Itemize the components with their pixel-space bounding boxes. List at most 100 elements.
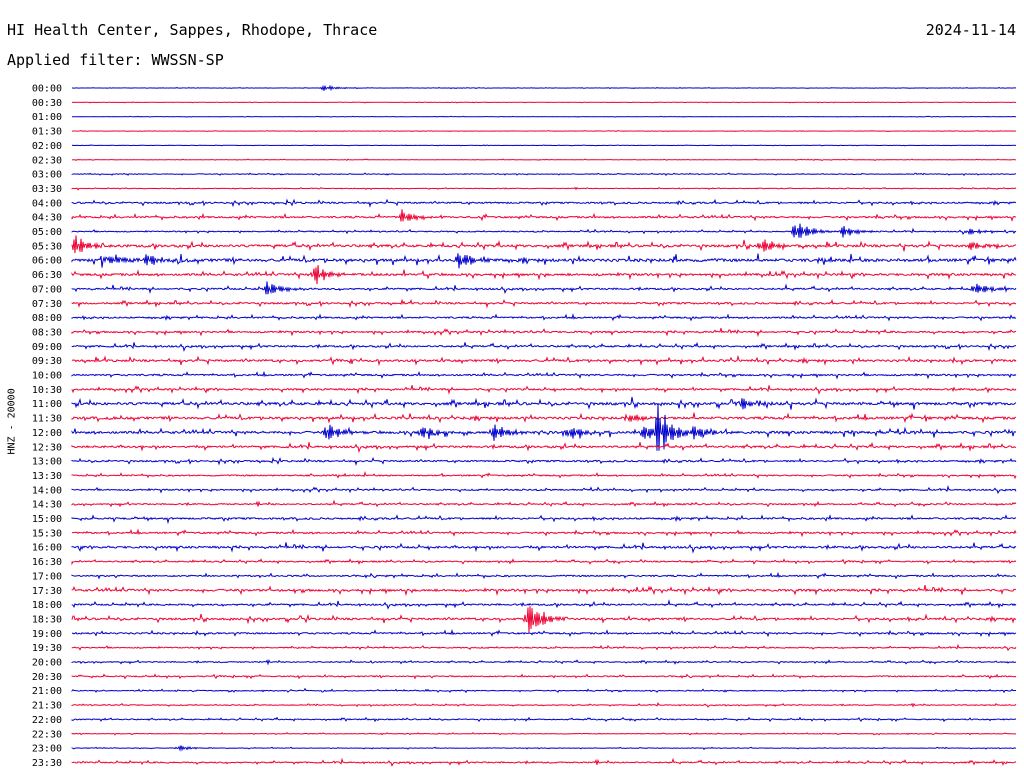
trace-row — [71, 115, 1016, 118]
time-tick-label: 17:30 — [32, 586, 62, 597]
time-tick-label: 19:30 — [32, 643, 62, 654]
time-tick-label: 21:30 — [32, 701, 62, 712]
time-tick-label: 12:00 — [32, 428, 62, 439]
trace-row — [71, 313, 1017, 322]
trace-row — [71, 441, 1017, 454]
trace-row — [71, 235, 1017, 254]
seismic-traces — [71, 84, 1017, 767]
trace-row — [71, 499, 1017, 508]
trace-row — [71, 341, 1017, 352]
time-tick-label: 22:00 — [32, 715, 62, 726]
time-tick-label: 06:30 — [32, 270, 62, 281]
time-tick-label: 11:30 — [32, 414, 62, 425]
time-tick-label: 15:00 — [32, 514, 62, 525]
time-tick-label: 07:00 — [32, 284, 62, 295]
time-tick-label: 05:00 — [32, 227, 62, 238]
trace-row — [71, 484, 1017, 495]
trace-row — [71, 298, 1017, 309]
trace-row — [71, 144, 1016, 147]
trace-row — [71, 370, 1017, 380]
time-tick-label: 00:00 — [32, 84, 62, 95]
trace-row — [71, 514, 1017, 525]
trace-row — [71, 731, 1016, 736]
trace-row — [71, 528, 1017, 538]
trace-row — [71, 702, 1017, 708]
time-tick-label: 08:30 — [32, 327, 62, 338]
trace-row — [71, 470, 1017, 480]
time-tick-label: 03:00 — [32, 170, 62, 181]
trace-row — [71, 403, 1017, 451]
trace-row — [71, 186, 1017, 191]
time-tick-label: 04:30 — [32, 213, 62, 224]
time-tick-label: 01:00 — [32, 112, 62, 123]
trace-row — [71, 628, 1017, 638]
time-tick-label: 16:30 — [32, 557, 62, 568]
time-tick-label: 04:00 — [32, 198, 62, 209]
station-title: HI Health Center, Sappes, Rhodope, Thrac… — [7, 21, 378, 39]
trace-row — [71, 542, 1017, 554]
trace-row — [71, 643, 1017, 652]
trace-row — [71, 385, 1017, 395]
time-tick-label: 16:00 — [32, 543, 62, 554]
trace-row — [71, 745, 1017, 752]
time-tick-label: 14:00 — [32, 485, 62, 496]
time-tick-label: 09:30 — [32, 356, 62, 367]
trace-row — [71, 281, 1017, 295]
trace-row — [71, 606, 1017, 633]
time-tick-label: 10:30 — [32, 385, 62, 396]
time-tick-label: 13:30 — [32, 471, 62, 482]
time-tick-label: 18:00 — [32, 600, 62, 611]
trace-row — [72, 130, 1017, 133]
time-tick-label: 03:30 — [32, 184, 62, 195]
trace-row — [71, 673, 1017, 680]
trace-row — [71, 158, 1017, 162]
trace-row — [71, 253, 1017, 269]
time-tick-label: 23:00 — [32, 744, 62, 755]
trace-row — [71, 265, 1017, 285]
trace-row — [71, 172, 1017, 176]
time-tick-label: 21:00 — [32, 686, 62, 697]
trace-row — [71, 209, 1017, 223]
time-tick-label: 19:00 — [32, 629, 62, 640]
trace-row — [71, 716, 1017, 723]
trace-row — [71, 599, 1017, 610]
time-tick-label: 02:00 — [32, 141, 62, 152]
trace-row — [71, 412, 1017, 424]
date-label: 2024-11-14 — [925, 21, 1016, 39]
time-tick-label: 10:00 — [32, 371, 62, 382]
time-tick-label: 23:30 — [32, 758, 62, 769]
trace-row — [71, 223, 1017, 238]
time-tick-label: 05:30 — [32, 241, 62, 252]
trace-row — [71, 198, 1017, 208]
time-tick-label: 02:30 — [32, 155, 62, 166]
time-tick-labels: 00:00 00:30 01:00 01:30 02:00 02:30 03:00 03:30… — [32, 84, 62, 769]
trace-row — [71, 571, 1017, 580]
trace-row — [71, 558, 1017, 566]
time-tick-label: 12:30 — [32, 442, 62, 453]
time-tick-label: 15:30 — [32, 528, 62, 539]
time-tick-label: 18:30 — [32, 614, 62, 625]
time-tick-label: 00:30 — [32, 98, 62, 109]
filter-label: Applied filter: WWSSN-SP — [7, 51, 224, 69]
trace-row — [72, 84, 1017, 92]
time-tick-label: 13:00 — [32, 457, 62, 468]
trace-row — [71, 101, 1016, 104]
time-tick-label: 01:30 — [32, 127, 62, 138]
trace-row — [71, 687, 1017, 694]
time-tick-label: 20:00 — [32, 658, 62, 669]
trace-row — [71, 327, 1017, 338]
time-tick-label: 22:30 — [32, 729, 62, 740]
trace-row — [71, 456, 1017, 466]
time-tick-label: 09:00 — [32, 342, 62, 353]
time-tick-label: 06:00 — [32, 256, 62, 267]
time-tick-label: 17:00 — [32, 571, 62, 582]
time-tick-label: 07:30 — [32, 299, 62, 310]
trace-row — [71, 757, 1017, 767]
trace-row — [71, 397, 1017, 410]
time-tick-label: 14:30 — [32, 500, 62, 511]
time-tick-label: 08:00 — [32, 313, 62, 324]
time-tick-label: 20:30 — [32, 672, 62, 683]
trace-row — [71, 354, 1017, 367]
trace-row — [71, 659, 1017, 666]
